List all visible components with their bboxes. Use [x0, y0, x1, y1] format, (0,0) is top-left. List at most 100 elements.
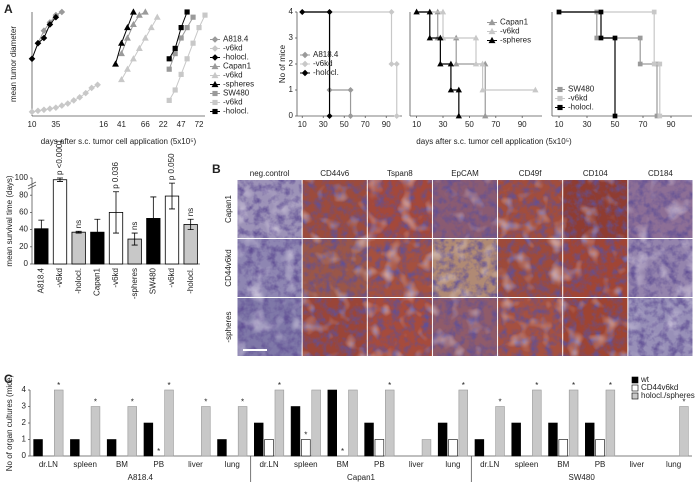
marker — [58, 102, 66, 109]
x-tick-label: lung — [225, 460, 240, 469]
marker — [58, 8, 66, 16]
marker — [196, 25, 202, 31]
x-tick-label: 70 — [491, 120, 500, 129]
y-tick-label: 100 — [15, 173, 29, 182]
marker — [299, 8, 306, 16]
x-tick-label: 10 — [412, 120, 421, 129]
significance-star: * — [304, 431, 307, 440]
histology-texture — [498, 298, 563, 356]
legend-marker — [212, 108, 218, 115]
histology-texture — [367, 298, 432, 356]
marker — [141, 34, 149, 41]
marker — [153, 13, 161, 20]
legend-marker — [212, 90, 218, 97]
x-tick-label: 70 — [639, 120, 648, 129]
legend-label: -holocl. — [313, 68, 339, 77]
series-line — [115, 11, 134, 65]
bar — [558, 439, 568, 457]
marker — [64, 100, 72, 107]
x-tick-label: liver — [629, 460, 644, 469]
y-tick-label: 60 — [19, 208, 28, 217]
column-header: CD104 — [583, 169, 608, 178]
bar — [532, 389, 542, 457]
marker — [472, 34, 480, 41]
y-tick-label: 20 — [19, 242, 28, 251]
marker — [447, 86, 455, 93]
column-header: EpCAM — [451, 169, 479, 178]
legend-label: holocl./spheres — [641, 391, 695, 400]
marker — [437, 60, 444, 67]
histology-texture — [498, 180, 563, 238]
marker — [651, 61, 657, 67]
significance-star: * — [157, 447, 160, 456]
y-tick-label: 0 — [22, 451, 27, 460]
legend-marker — [211, 45, 219, 52]
y-tick-label: 4 — [22, 385, 27, 394]
bar — [237, 406, 248, 457]
x-tick-label: lung — [445, 460, 460, 469]
error-bar — [113, 191, 119, 234]
x-axis-label: days after s.c. tumor cell application (… — [41, 137, 197, 146]
bar — [421, 439, 432, 457]
x-tick-label: 50 — [611, 120, 620, 129]
error-bar — [57, 177, 63, 182]
x-tick-label: dr.LN — [259, 460, 278, 469]
significance-star: * — [535, 381, 538, 390]
axis-break — [27, 181, 37, 190]
legend-label: SW480 — [223, 89, 250, 98]
marker — [40, 27, 48, 35]
marker — [598, 9, 604, 15]
marker — [70, 97, 78, 104]
legend-label: -holocl. — [568, 103, 594, 112]
marker — [118, 75, 125, 83]
marker — [123, 34, 131, 41]
error-bar — [94, 218, 101, 246]
legend-label: SW480 — [568, 85, 595, 94]
legend-label: -holocl. — [223, 107, 249, 116]
histology-texture — [367, 180, 432, 238]
marker — [40, 34, 48, 42]
significance-label: ns — [186, 208, 195, 216]
bar — [54, 389, 64, 457]
marker — [178, 35, 184, 41]
significance-star: * — [94, 398, 97, 407]
marker — [637, 61, 643, 67]
significance-label: ns — [74, 220, 83, 228]
marker — [46, 105, 54, 113]
x-tick-label: -v6kd — [111, 268, 120, 288]
legend-label: -spheres — [500, 36, 531, 45]
column-header: CD184 — [648, 169, 673, 178]
significance-label: ns — [130, 222, 139, 230]
marker — [426, 8, 433, 15]
y-tick-label: 2 — [22, 418, 27, 427]
histology-texture — [432, 298, 498, 356]
bar — [448, 439, 458, 457]
significance-star: * — [167, 381, 170, 390]
x-tick-label: 30 — [319, 120, 328, 129]
legend-marker — [211, 54, 219, 61]
error-bar — [169, 182, 175, 210]
histology-texture — [628, 239, 693, 297]
marker — [28, 55, 36, 63]
marker — [479, 60, 486, 67]
x-axis-label: days after s.c. tumor cell application (… — [416, 137, 572, 146]
group-label: Capan1 — [347, 473, 376, 482]
legend-swatch — [631, 376, 639, 384]
x-tick-label: 47 — [177, 120, 186, 129]
bar — [327, 389, 337, 457]
marker — [388, 8, 395, 16]
marker — [141, 8, 149, 15]
marker — [135, 44, 143, 51]
significance-label: p <0.0001 — [55, 139, 64, 175]
histology-texture — [237, 239, 302, 297]
y-tick-label: 0 — [289, 111, 294, 120]
legend-label: -v6kd — [223, 98, 243, 107]
row-label: CD44v6kd — [224, 249, 233, 286]
x-tick-label: 90 — [518, 120, 527, 129]
x-tick-label: 35 — [51, 120, 60, 129]
marker — [178, 25, 184, 31]
x-tick-label: -spheres — [130, 268, 139, 299]
marker — [388, 60, 395, 68]
bar — [164, 389, 174, 457]
